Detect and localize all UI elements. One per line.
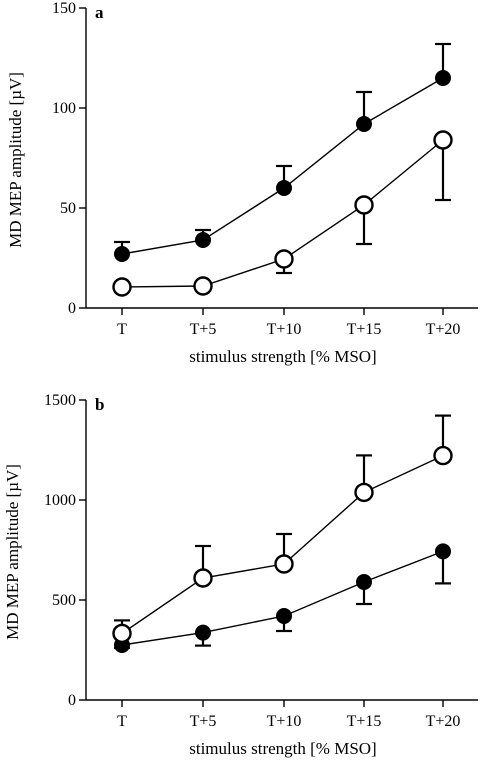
panel-b-x-tick-label: T+10 xyxy=(267,713,302,730)
panel-a-label: a xyxy=(95,3,104,22)
panel-b-x-tick-label: T+20 xyxy=(426,713,461,730)
panel-a-series-open-point xyxy=(274,249,294,269)
panel-b-label: b xyxy=(95,395,104,414)
panel-b-series-open-point xyxy=(193,568,213,588)
panel-a-series-filled-point xyxy=(195,232,211,248)
panel-a-x-tick-label: T+10 xyxy=(267,321,302,338)
panel-a-series-filled-point xyxy=(114,246,130,262)
panel-a-y-axis-label: MD MEP amplitude [µV] xyxy=(6,72,25,248)
panel-a-y-tick-label: 150 xyxy=(52,0,76,17)
panel-b-series-filled-point xyxy=(356,574,372,590)
panel-b-y-tick-label: 1000 xyxy=(44,492,76,509)
panel-b-x-tick-label: T+5 xyxy=(190,713,217,730)
panel-a-series-filled-point xyxy=(356,116,372,132)
panel-a-y-tick-label: 100 xyxy=(52,100,76,117)
panel-b-series-filled-point xyxy=(276,608,292,624)
panel-a-x-axis-label: stimulus strength [% MSO] xyxy=(189,347,376,366)
panel-b-y-tick-label: 0 xyxy=(68,692,76,709)
panel-a-x-tick-label: T+15 xyxy=(347,321,382,338)
panel-a-x-tick-label: T xyxy=(117,321,127,338)
panel-a-series-open-point xyxy=(433,130,453,150)
panel-a-series-filled-point xyxy=(276,180,292,196)
panel-a-series-filled-point xyxy=(435,70,451,86)
panel-a-series-open-point xyxy=(354,195,374,215)
panel-a-series-open-point xyxy=(112,277,132,297)
panel-b-series-open-point xyxy=(274,554,294,574)
panel-b-series-filled-point xyxy=(435,543,451,560)
panel-b-y-axis-label: MD MEP amplitude [µV] xyxy=(3,464,22,640)
panel-b-y-tick-label: 500 xyxy=(52,592,76,609)
panel-b-x-axis-label: stimulus strength [% MSO] xyxy=(189,739,376,758)
panel-a-series-open-point xyxy=(193,276,213,296)
panel-a-y-tick-label: 0 xyxy=(68,300,76,317)
panel-a-x-tick-label: T+5 xyxy=(190,321,217,338)
panel-b-series-open-point xyxy=(112,623,132,644)
panel-b-series-open-point xyxy=(354,482,374,503)
panel-b-x-tick-label: T xyxy=(117,713,127,730)
panel-b-x-tick-label: T+15 xyxy=(347,713,382,730)
panel-a-x-tick-label: T+20 xyxy=(426,321,461,338)
panel-a-y-tick-label: 50 xyxy=(60,200,76,217)
panel-b-series-open-point xyxy=(433,445,453,466)
panel-a: a stimulus strength [% MSO] MD MEP ampli… xyxy=(6,0,478,366)
panel-b: b stimulus strength [% MSO] MD MEP ampli… xyxy=(3,392,478,758)
panel-b-y-tick-label: 1500 xyxy=(44,392,76,409)
panel-b-series-open-line xyxy=(121,454,444,634)
panel-b-series-filled-point xyxy=(195,624,211,641)
